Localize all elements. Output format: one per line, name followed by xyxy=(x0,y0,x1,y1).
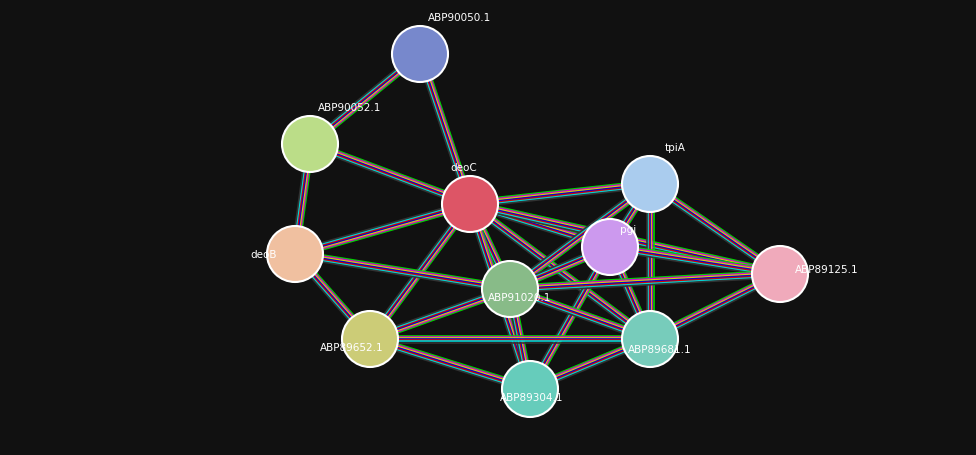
Text: tpiA: tpiA xyxy=(665,143,686,153)
Text: deoB: deoB xyxy=(250,249,276,259)
Circle shape xyxy=(342,311,398,367)
Circle shape xyxy=(752,247,808,302)
Circle shape xyxy=(442,177,498,233)
Circle shape xyxy=(392,27,448,83)
Text: ABP91020.1: ABP91020.1 xyxy=(488,293,551,302)
Text: ABP89652.1: ABP89652.1 xyxy=(320,342,384,352)
Text: deoC: deoC xyxy=(450,162,476,172)
Text: ABP90050.1: ABP90050.1 xyxy=(428,13,491,23)
Circle shape xyxy=(282,117,338,172)
Text: ABP89304.1: ABP89304.1 xyxy=(500,392,563,402)
Text: pgi: pgi xyxy=(620,224,636,234)
Text: ABP89681.1: ABP89681.1 xyxy=(628,344,692,354)
Circle shape xyxy=(502,361,558,417)
Circle shape xyxy=(622,311,678,367)
Circle shape xyxy=(622,157,678,212)
Text: ABP90052.1: ABP90052.1 xyxy=(318,103,382,113)
Text: ABP89125.1: ABP89125.1 xyxy=(795,264,859,274)
Circle shape xyxy=(482,262,538,317)
Circle shape xyxy=(582,219,638,275)
Circle shape xyxy=(267,227,323,283)
